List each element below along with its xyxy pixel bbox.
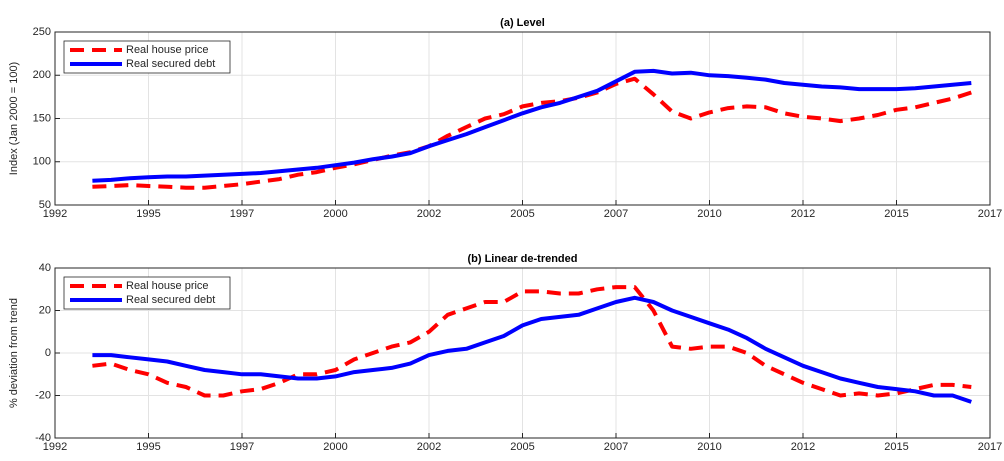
x-tick-label: 2005 (510, 208, 534, 220)
chart-title: (a) Level (500, 17, 545, 29)
x-tick-label: 2017 (978, 208, 1002, 220)
y-axis-label: Index (Jan 2000 = 100) (8, 62, 20, 175)
legend-label: Real house price (126, 280, 209, 292)
x-tick-label: 2012 (791, 441, 815, 453)
y-tick-label: 150 (33, 112, 51, 124)
x-tick-label: 2017 (978, 441, 1002, 453)
x-tick-label: 1992 (43, 208, 67, 220)
x-tick-label: 2012 (791, 208, 815, 220)
x-tick-label: 1997 (230, 208, 254, 220)
chart-title: (b) Linear de-trended (467, 253, 577, 265)
x-tick-label: 1992 (43, 441, 67, 453)
series-line (92, 285, 972, 398)
x-tick-label: 1997 (230, 441, 254, 453)
legend-box (63, 276, 231, 310)
series-line (92, 76, 972, 190)
y-axis-label: % deviation from trend (8, 298, 20, 408)
x-tick-label: 2002 (417, 441, 441, 453)
y-tick-label: 250 (33, 26, 51, 38)
axes-box (54, 267, 991, 439)
y-tick-label: 200 (33, 69, 51, 81)
x-tick-label: 2010 (697, 441, 721, 453)
legend-box (63, 40, 231, 74)
y-tick-label: -20 (35, 389, 51, 401)
y-tick-label: 100 (33, 156, 51, 168)
x-tick-label: 2000 (323, 208, 347, 220)
y-tick-label: 40 (39, 262, 51, 274)
y-tick-label: 50 (39, 199, 51, 211)
y-tick-label: 0 (45, 347, 51, 359)
series-line (92, 68, 972, 183)
x-tick-label: 2000 (323, 441, 347, 453)
x-tick-label: 1995 (136, 441, 160, 453)
axes-box (54, 31, 991, 206)
y-tick-label: -40 (35, 432, 51, 444)
x-tick-label: 2015 (884, 208, 908, 220)
legend-label: Real secured debt (126, 58, 215, 70)
x-tick-label: 2005 (510, 441, 534, 453)
series-line (92, 295, 972, 404)
x-tick-label: 2010 (697, 208, 721, 220)
x-tick-label: 2015 (884, 441, 908, 453)
x-tick-label: 2007 (604, 208, 628, 220)
x-tick-label: 2002 (417, 208, 441, 220)
x-tick-label: 1995 (136, 208, 160, 220)
x-tick-label: 2007 (604, 441, 628, 453)
y-tick-label: 20 (39, 304, 51, 316)
legend-label: Real secured debt (126, 294, 215, 306)
legend-label: Real house price (126, 44, 209, 56)
